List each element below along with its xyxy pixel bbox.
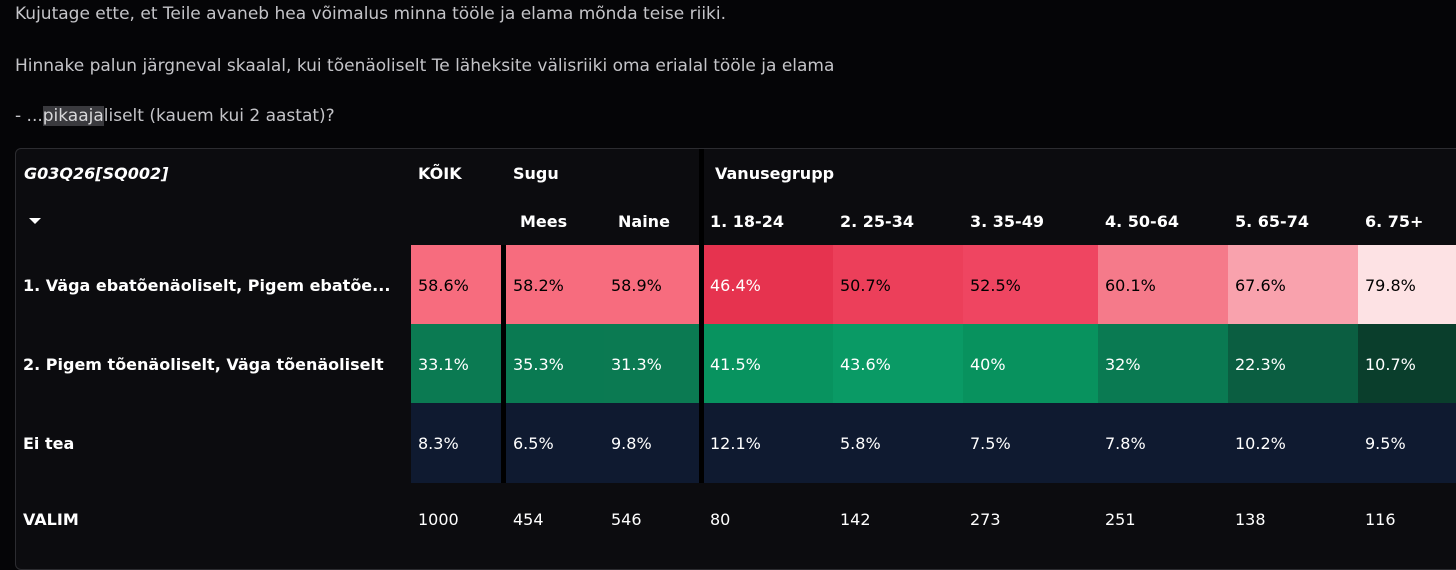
sample-cell: 251 <box>1105 509 1136 529</box>
column-header: Mees <box>520 211 568 231</box>
data-cell: 33.1% <box>411 324 501 404</box>
data-cell: 52.5% <box>963 245 1098 325</box>
data-cell: 58.9% <box>604 245 703 325</box>
data-cell: 10.2% <box>1228 403 1358 483</box>
data-cell: 40% <box>963 324 1098 404</box>
column-header: 2. 25-34 <box>840 211 914 231</box>
caret-down-icon <box>29 218 41 224</box>
data-cell: 67.6% <box>1228 245 1358 325</box>
data-cell: 43.6% <box>833 324 963 404</box>
highlighted-text[interactable]: pikaaja <box>42 106 104 126</box>
data-cell: 79.8% <box>1358 245 1456 325</box>
data-cell: 6.5% <box>506 403 604 483</box>
data-cell: 50.7% <box>833 245 963 325</box>
data-cell: 12.1% <box>703 403 833 483</box>
data-cell: 5.8% <box>833 403 963 483</box>
data-cell: 7.5% <box>963 403 1098 483</box>
column-header: 3. 35-49 <box>970 211 1044 231</box>
row-label: Ei tea <box>23 433 75 453</box>
column-header: 5. 65-74 <box>1235 211 1309 231</box>
data-cell: 9.5% <box>1358 403 1456 483</box>
data-cell: 8.3% <box>411 403 501 483</box>
header-all: KÕIK <box>418 163 462 183</box>
intro-line-3-prefix: - ... <box>15 106 43 126</box>
sample-label: VALIM <box>23 509 79 529</box>
row-label: 1. Väga ebatõenäoliselt, Pigem ebatõe... <box>23 275 391 295</box>
intro-line-3: - ...pikaajaliselt (kauem kui 2 aastat)? <box>15 106 335 126</box>
data-cell: 9.8% <box>604 403 703 483</box>
data-cell: 58.6% <box>411 245 501 325</box>
data-cell: 22.3% <box>1228 324 1358 404</box>
data-cell: 60.1% <box>1098 245 1228 325</box>
data-cell: 58.2% <box>506 245 604 325</box>
header-age-group: Vanusegrupp <box>715 163 835 183</box>
column-header: 6. 75+ <box>1365 211 1424 231</box>
sample-cell: 80 <box>710 509 731 529</box>
intro-line-2: Hinnake palun järgneval skaalal, kui tõe… <box>15 56 835 76</box>
crosstab-table: G03Q26[SQ002] KÕIK Sugu Vanusegrupp Mees… <box>15 148 1456 570</box>
sample-cell: 454 <box>513 509 544 529</box>
data-cell: 46.4% <box>703 245 833 325</box>
data-cell: 35.3% <box>506 324 604 404</box>
column-header: 4. 50-64 <box>1105 211 1179 231</box>
sample-cell: 1000 <box>418 509 459 529</box>
header-sex: Sugu <box>513 163 559 183</box>
sample-cell: 273 <box>970 509 1001 529</box>
group-divider <box>501 245 506 483</box>
row-label: 2. Pigem tõenäoliselt, Väga tõenäoliselt <box>23 354 384 374</box>
sample-cell: 546 <box>611 509 642 529</box>
sample-cell: 138 <box>1235 509 1266 529</box>
data-cell: 7.8% <box>1098 403 1228 483</box>
data-cell: 10.7% <box>1358 324 1456 404</box>
group-divider <box>699 149 704 483</box>
data-cell: 32% <box>1098 324 1228 404</box>
intro-line-1: Kujutage ette, et Teile avaneb hea võima… <box>15 4 727 24</box>
column-header: 1. 18-24 <box>710 211 784 231</box>
column-header: Naine <box>618 211 670 231</box>
data-cell: 31.3% <box>604 324 703 404</box>
question-id: G03Q26[SQ002] <box>24 163 169 183</box>
sample-cell: 142 <box>840 509 871 529</box>
collapse-toggle[interactable] <box>22 197 62 245</box>
data-cell: 41.5% <box>703 324 833 404</box>
sample-cell: 116 <box>1365 509 1396 529</box>
intro-line-3-suffix: liselt (kauem kui 2 aastat)? <box>103 106 335 126</box>
